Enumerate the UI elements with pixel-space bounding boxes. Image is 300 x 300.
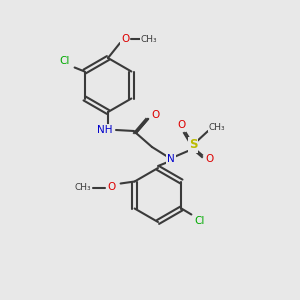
Text: S: S [189, 139, 197, 152]
Text: CH₃: CH₃ [74, 183, 91, 192]
Text: Cl: Cl [59, 56, 70, 67]
Text: CH₃: CH₃ [209, 122, 225, 131]
Text: O: O [206, 154, 214, 164]
Text: Cl: Cl [194, 217, 205, 226]
Text: O: O [107, 182, 116, 193]
Text: NH: NH [97, 125, 113, 135]
Text: O: O [178, 120, 186, 130]
Text: O: O [151, 110, 159, 120]
Text: N: N [167, 154, 175, 164]
Text: CH₃: CH₃ [141, 34, 157, 43]
Text: O: O [121, 34, 129, 44]
